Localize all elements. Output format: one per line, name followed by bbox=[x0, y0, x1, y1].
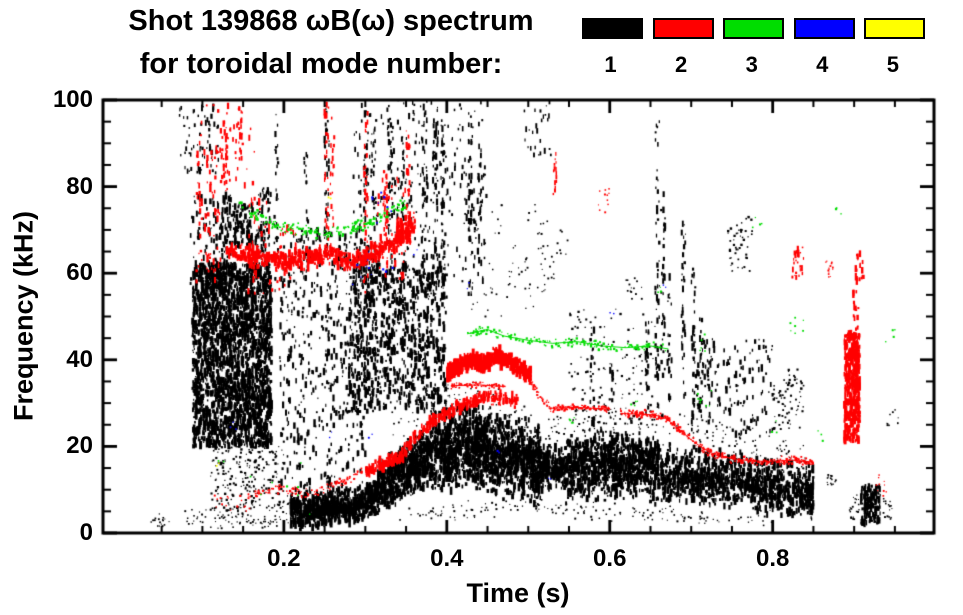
y-tick-label: 60 bbox=[66, 259, 93, 287]
y-tick-label: 20 bbox=[66, 432, 93, 460]
y-tick-label: 40 bbox=[66, 345, 93, 373]
chart-title-line2: for toroidal mode number: bbox=[139, 48, 503, 80]
legend-swatch-mode-5 bbox=[864, 18, 926, 39]
legend-mode-label-4: 4 bbox=[816, 52, 829, 77]
y-axis-title: Frequency (kHz) bbox=[8, 210, 39, 422]
x-axis-title: Time (s) bbox=[466, 578, 570, 608]
legend-mode-label-5: 5 bbox=[886, 52, 900, 77]
y-tick-label: 80 bbox=[66, 172, 93, 200]
x-tick-label: 0.6 bbox=[593, 545, 627, 572]
legend-mode-label-1: 1 bbox=[604, 52, 617, 77]
legend-mode-label-3: 3 bbox=[745, 52, 758, 77]
y-tick-label: 100 bbox=[52, 86, 93, 113]
legend-swatch-mode-1 bbox=[582, 18, 643, 39]
legend-swatch-mode-3 bbox=[723, 18, 785, 39]
legend-swatch-mode-2 bbox=[652, 18, 714, 39]
legend: 1 2 3 4 5 bbox=[582, 18, 932, 80]
legend-mode-label-2: 2 bbox=[674, 52, 688, 77]
x-tick-label: 0.8 bbox=[756, 545, 790, 572]
x-tick-label: 0.2 bbox=[267, 545, 301, 572]
y-tick-label: 0 bbox=[79, 519, 93, 546]
legend-swatch-mode-4 bbox=[793, 18, 855, 39]
chart-title-line1: Shot 139868 ωB(ω) spectrum bbox=[128, 5, 534, 37]
x-tick-label: 0.4 bbox=[430, 545, 464, 572]
